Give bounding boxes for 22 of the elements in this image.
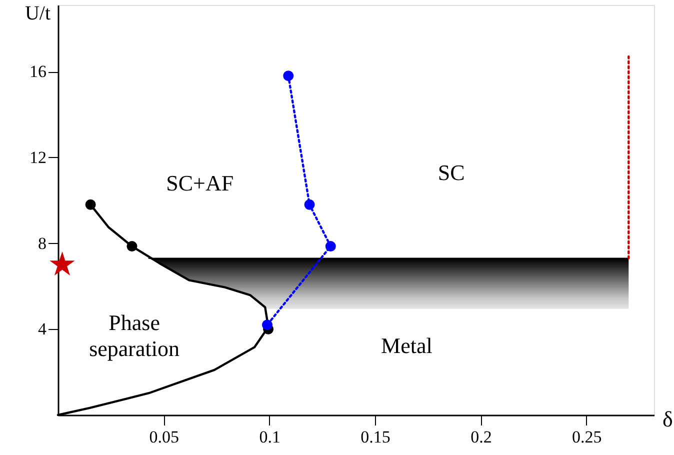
y-tick-label: 8	[38, 234, 46, 253]
y-tick-label: 12	[30, 148, 46, 167]
annotation: SC	[438, 160, 465, 186]
x-tick-label: 0.2	[470, 428, 492, 446]
point	[85, 199, 96, 210]
point	[283, 70, 294, 82]
x-tick-label: 0.25	[572, 428, 602, 446]
point	[262, 320, 272, 330]
x-tick-label: 0.1	[259, 428, 280, 446]
point	[50, 252, 75, 276]
x-tick-label: 0.05	[149, 428, 180, 446]
annotation: Metal	[380, 333, 432, 358]
annotation: Phase separation	[89, 310, 180, 361]
y-tick-label: 4	[38, 320, 47, 339]
annotation: SC+AF	[166, 170, 234, 196]
y-axis-title: U/t	[24, 2, 51, 24]
x-axis-title: δ	[662, 406, 673, 432]
point	[304, 199, 315, 210]
point	[325, 241, 336, 252]
point	[126, 241, 138, 252]
x-tick-label: 0.15	[360, 428, 390, 446]
y-tick-label: 16	[30, 62, 46, 82]
